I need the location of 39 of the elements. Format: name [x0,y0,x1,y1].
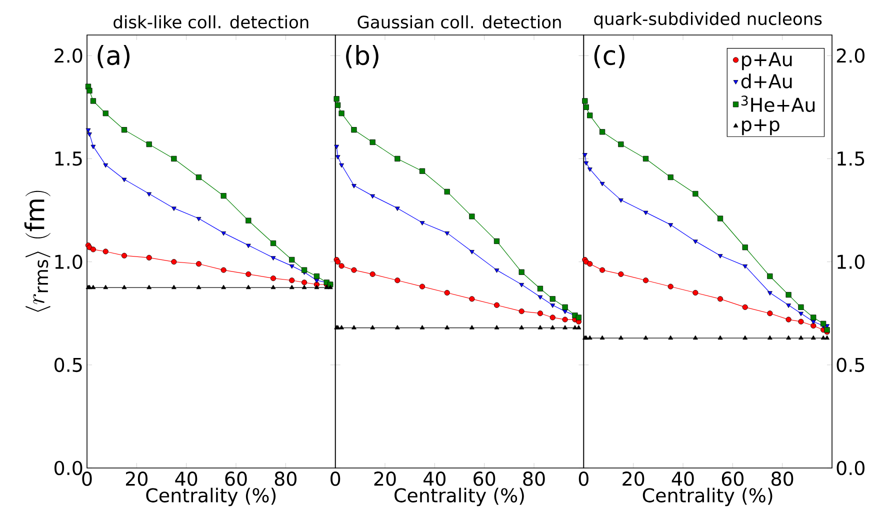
x-tick-label: 20 [622,472,644,486]
x-tick-label: 60 [225,472,247,486]
y-tick-label: 0.0 [836,460,864,476]
annotation: (b) [346,45,378,68]
x-tick-label: 0 [330,472,340,486]
chart-title: disk-like coll. detection [114,15,308,28]
x-tick-label: 80 [274,472,296,486]
y-tick-label: 1.5 [55,152,82,166]
x-tick-label: 80 [523,472,545,486]
x-tick-label: 40 [672,472,694,486]
x-axis-title: Centrality (%) [642,488,772,506]
x-tick-label: 80 [772,472,794,486]
x-tick-label: 0 [578,472,588,486]
x-axis-title: Centrality (%) [146,488,276,506]
chart-title: Gaussian coll. detection [358,15,561,28]
y-tick-label: 1.0 [55,254,82,269]
x-tick-label: 40 [424,472,446,486]
y-tick-label: 1.5 [838,152,864,166]
y-tick-label: 1.0 [838,254,864,269]
legend-label: p+p [742,119,780,136]
y-tick-label: 2.0 [836,48,864,63]
x-axis-title: Centrality (%) [394,488,524,506]
annotation: (c) [594,45,625,68]
y-axis-title: $\langle r_{\mathrm{rms}}\rangle\ (\mathrm{fm})$ [24,190,50,312]
x-tick-label: 0 [82,472,92,486]
y-tick-label: 0.5 [54,358,82,372]
x-tick-label: 20 [374,472,396,486]
y-tick-label: 0.0 [54,460,82,476]
chart-title: quark-subdivided nucleons [594,12,822,28]
x-tick-label: 20 [126,472,148,486]
y-tick-label: 2.0 [54,48,82,63]
x-tick-label: 60 [474,472,496,486]
annotation: (a) [98,45,130,68]
legend-label: d+Au [741,74,792,88]
y-tick-label: 0.5 [836,358,864,372]
x-tick-label: 60 [722,472,744,486]
legend-label: $^{3}$He+Au [741,96,815,112]
legend-label: p+Au [742,52,792,70]
x-tick-label: 40 [175,472,198,486]
